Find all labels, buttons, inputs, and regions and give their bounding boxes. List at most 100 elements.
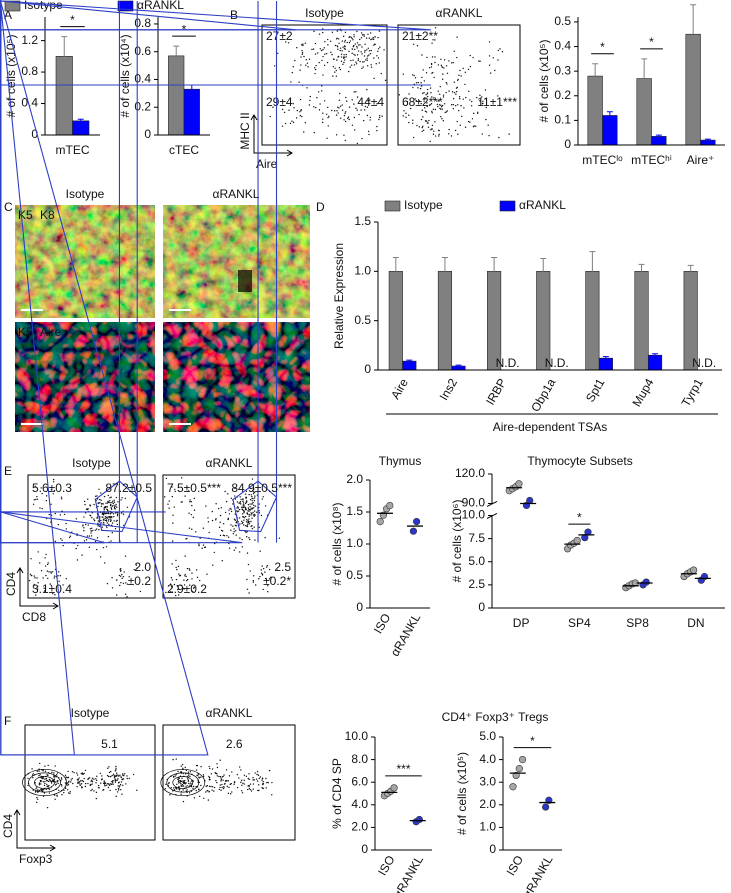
event-dot (424, 107, 426, 109)
event-dot (243, 783, 245, 785)
event-dot (247, 777, 249, 780)
event-dot (57, 571, 60, 573)
event-dot (57, 575, 59, 577)
event-dot (314, 72, 316, 75)
event-dot (421, 126, 423, 129)
event-dot (106, 774, 109, 777)
event-dot (361, 61, 364, 63)
event-dot (264, 571, 266, 573)
y-tick-label: 0 (356, 600, 363, 614)
event-dot (417, 81, 419, 84)
event-dot (225, 769, 228, 771)
event-dot (51, 571, 54, 573)
event-dot (253, 488, 255, 490)
event-dot (221, 776, 224, 778)
event-dot (272, 106, 274, 108)
data-point (390, 784, 398, 792)
event-dot (106, 508, 108, 510)
event-dot (471, 118, 474, 120)
event-dot (359, 38, 361, 41)
event-dot (35, 498, 37, 501)
event-dot (111, 505, 113, 507)
flow-title: Isotype (72, 456, 111, 470)
event-dot (110, 519, 112, 522)
event-dot (377, 37, 379, 39)
event-dot (338, 67, 341, 69)
event-dot (102, 513, 105, 515)
event-dot (113, 515, 115, 518)
event-dot (248, 787, 251, 790)
event-dot (262, 496, 264, 498)
event-dot (228, 509, 230, 511)
event-dot (299, 69, 301, 71)
event-dot (322, 112, 324, 114)
event-dot (271, 781, 273, 784)
event-dot (238, 502, 240, 504)
event-dot (53, 489, 56, 492)
event-dot (188, 792, 191, 794)
event-dot (177, 786, 180, 788)
event-dot (487, 124, 489, 126)
event-dot (459, 124, 461, 127)
event-dot (191, 504, 193, 507)
event-dot (367, 100, 369, 102)
event-dot (421, 54, 423, 56)
event-dot (253, 526, 255, 528)
event-dot (239, 500, 242, 503)
event-dot (69, 535, 72, 537)
bar (651, 136, 667, 146)
event-dot (318, 33, 321, 35)
event-dot (338, 42, 340, 44)
event-dot (100, 503, 103, 505)
x-tick-label: cTEC (169, 143, 199, 157)
event-dot (233, 549, 236, 551)
event-dot (334, 67, 336, 69)
event-dot (337, 106, 339, 108)
event-dot (433, 97, 435, 99)
event-dot (344, 120, 347, 123)
event-dot (186, 778, 189, 780)
error-bar (61, 36, 68, 57)
event-dot (115, 765, 117, 768)
event-dot (291, 120, 293, 122)
event-dot (451, 91, 454, 93)
event-dot (193, 587, 195, 589)
event-dot (325, 113, 328, 115)
event-dot (46, 806, 49, 809)
event-dot (86, 535, 89, 537)
event-dot (255, 778, 258, 780)
event-dot (105, 520, 108, 522)
event-dot (431, 56, 434, 58)
event-dot (38, 770, 40, 772)
event-dot (209, 767, 211, 770)
significance-label: * (577, 510, 582, 524)
event-dot (99, 556, 102, 558)
event-dot (203, 546, 206, 549)
event-dot (208, 785, 211, 788)
event-dot (254, 505, 257, 507)
event-dot (473, 125, 475, 127)
event-dot (53, 575, 56, 577)
event-dot (258, 784, 260, 786)
event-dot (379, 114, 381, 117)
error-bar (441, 257, 448, 272)
significance-label: * (600, 40, 605, 54)
flow-y-label: CD4 (1, 814, 15, 838)
event-dot (71, 777, 73, 780)
event-dot (322, 31, 324, 34)
data-point (542, 803, 550, 811)
event-dot (89, 783, 92, 786)
event-dot (238, 766, 241, 768)
event-dot (125, 582, 127, 584)
gate-label: 2.9±0.2 (167, 582, 207, 596)
event-dot (104, 519, 107, 522)
event-dot (61, 498, 63, 500)
event-dot (180, 782, 182, 785)
event-dot (214, 771, 216, 774)
event-dot (43, 792, 46, 794)
x-tick-label: mTECˡᵒ (582, 153, 623, 167)
event-dot (341, 40, 344, 42)
event-dot (246, 512, 248, 514)
event-dot (208, 765, 210, 768)
event-dot (88, 777, 91, 779)
